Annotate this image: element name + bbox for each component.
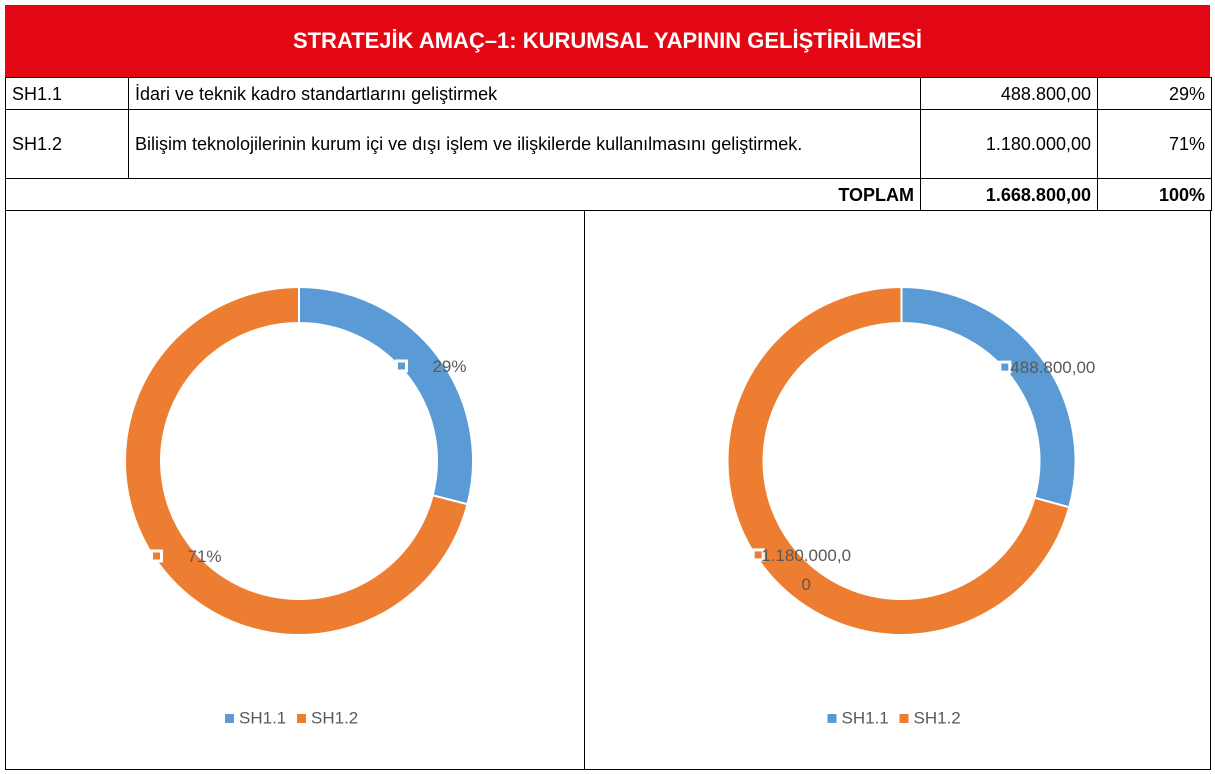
table-row: SH1.1 İdari ve teknik kadro standartları… [5,77,1212,110]
donut-chart: SH1.1 SH1.2 [124,285,474,727]
label-marker [394,359,408,373]
legend-swatch [225,714,234,723]
data-label: 29% [432,356,467,376]
cell: 1.668.800,00 [920,178,1098,211]
label-marker [751,548,765,562]
donut-segment [124,285,469,636]
donut-chart: SH1.1 SH1.2 [726,285,1077,727]
data-label: 71% [187,547,222,566]
cell: Bilişim teknolojilerinin kurum içi ve dı… [128,109,921,179]
cell: 29% [1097,77,1212,110]
donut-segment [298,285,474,506]
label-marker [998,360,1012,374]
table-row: SH1.2 Bilişim teknolojilerinin kurum içi… [5,109,1212,179]
legend-label: SH1.2 [311,708,358,727]
cell: 100% [1097,178,1212,211]
legend-label: SH1.1 [239,708,286,727]
legend-swatch [899,714,909,723]
label-marker [150,549,164,563]
total-row: TOPLAM 1.668.800,00 100% [5,178,1212,211]
donut-segment [726,285,1071,636]
summary-table: SH1.1 İdari ve teknik kadro standartları… [5,77,1212,211]
cell: SH1.1 [5,77,129,110]
cell: SH1.2 [5,109,129,179]
cell: İdari ve teknik kadro standartlarını gel… [128,77,921,110]
legend-swatch [827,714,837,723]
chart-panel: SH1.1 SH1.2 29% 71% [5,210,585,770]
donut-segment [900,285,1077,509]
legend-label: SH1.2 [914,708,961,727]
chart-panel: SH1.1 SH1.2 488.800,00 1.180.000,00 [584,210,1211,770]
data-label: 488.800,00 [1010,358,1096,378]
legend-swatch [297,714,306,723]
data-label: 1.180.000,00 [761,545,852,594]
cell: 488.800,00 [920,77,1098,110]
cell: 1.180.000,00 [920,109,1098,179]
legend-label: SH1.1 [842,708,889,727]
cell: TOPLAM [5,178,921,211]
title-banner: STRATEJİK AMAÇ–1: KURUMSAL YAPININ GELİŞ… [5,5,1210,77]
cell: 71% [1097,109,1212,179]
